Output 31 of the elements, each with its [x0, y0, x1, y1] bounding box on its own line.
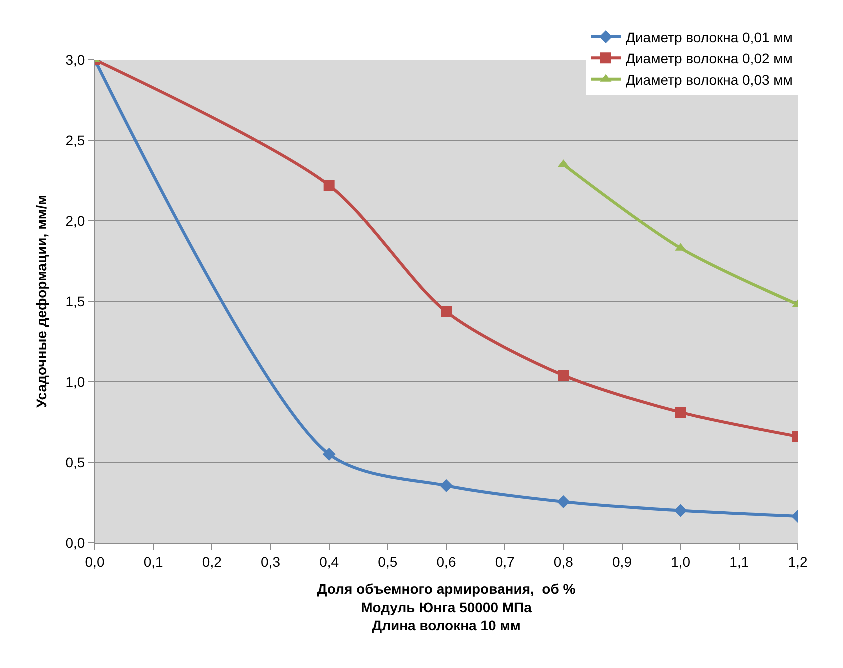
y-tick-label: 0,0 [66, 534, 86, 551]
y-tick-label: 1,5 [66, 293, 86, 310]
point [324, 180, 335, 192]
x-tick-label: 1,2 [788, 554, 808, 570]
x-tick-label: 0,9 [612, 554, 632, 570]
y-tick-label: 3,0 [66, 52, 86, 68]
legend-label: Диаметр волокна 0,01 мм [626, 29, 793, 46]
x-tick-label: 0,6 [436, 554, 456, 570]
x-tick-label: 1,0 [671, 554, 691, 570]
point [322, 448, 336, 461]
point [558, 370, 570, 382]
legend-label: Диаметр волокна 0,02 мм [626, 50, 793, 67]
y-tick-label: 2,0 [66, 212, 86, 229]
y-axis-title: Усадочные деформации, мм/м [33, 194, 50, 408]
point [440, 479, 453, 492]
x-tick-label: 0,8 [554, 554, 574, 570]
x-tick-label: 0,5 [378, 554, 398, 570]
y-tick-label: 1,0 [66, 374, 86, 390]
x-tick-label: 0,3 [261, 554, 281, 570]
y-tick-label: 2,5 [66, 132, 86, 148]
x-tick-label: 0,4 [320, 554, 340, 570]
legend-label: Диаметр волокна 0,03 мм [626, 72, 793, 88]
x-axis-title: Доля объемного армирования, об % Модуль Юнга 50000 МПа Длина волокна 10 мм [317, 581, 576, 634]
x-tick-label: 0,1 [144, 554, 164, 570]
x-tick-label: 0,0 [85, 554, 105, 570]
x-tick-label: 0,2 [202, 554, 222, 570]
point [557, 495, 570, 508]
y-tick-label: 0,5 [66, 454, 86, 470]
x-tick-label: 1,1 [730, 554, 750, 570]
point [441, 306, 452, 318]
x-tick-label: 0,7 [495, 554, 516, 570]
